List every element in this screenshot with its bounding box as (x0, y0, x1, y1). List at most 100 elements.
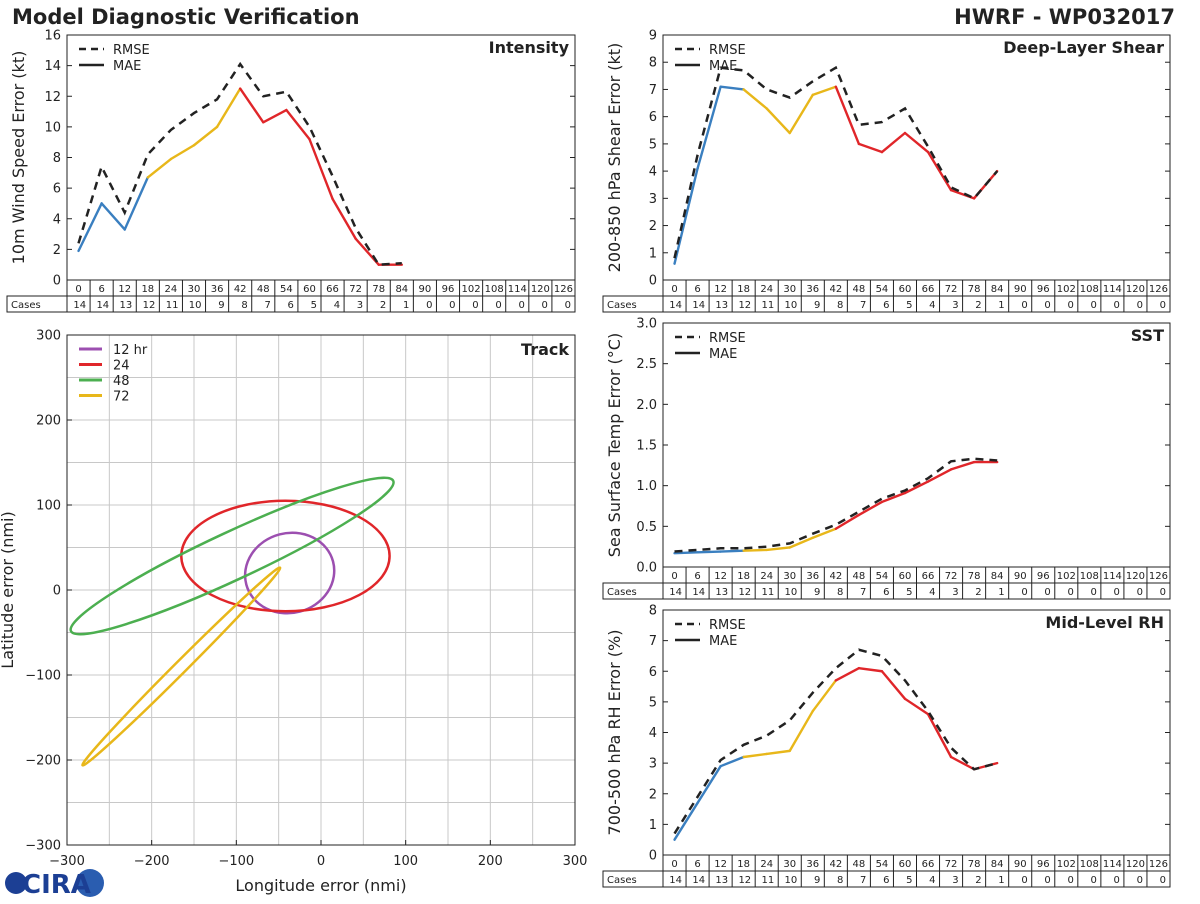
case-cell: 13 (715, 300, 728, 311)
mae-segment (788, 709, 814, 753)
mae-segment (926, 712, 953, 759)
case-cell: 0 (1160, 587, 1166, 598)
mae-segment (308, 137, 334, 201)
hour-cell: 90 (1014, 284, 1027, 295)
y-tick-label: 2 (649, 787, 657, 802)
hour-cell: 78 (968, 571, 981, 582)
case-cell: 0 (1021, 300, 1027, 311)
hour-cell: 12 (714, 284, 727, 295)
hour-cell: 6 (694, 571, 700, 582)
hour-cell: 96 (1037, 571, 1050, 582)
y-axis-label: 200-850 hPa Shear Error (kt) (605, 43, 624, 273)
y-tick-label: 1 (649, 818, 657, 833)
hour-cell: 120 (1126, 284, 1145, 295)
hour-cell: 66 (922, 284, 935, 295)
legend-label: 24 (113, 359, 130, 374)
mae-segment (788, 93, 814, 135)
case-cell: 0 (1137, 300, 1143, 311)
case-cell: 4 (334, 300, 340, 311)
hour-cell: 84 (991, 571, 1004, 582)
hour-cell: 120 (1126, 859, 1145, 870)
mae-segment (788, 536, 814, 549)
hour-cell: 18 (737, 571, 750, 582)
case-cell: 8 (837, 875, 843, 886)
mae-segment (742, 548, 768, 552)
mae-segment (949, 755, 976, 771)
legend-mae-label: MAE (709, 59, 737, 74)
hour-cell: 48 (853, 859, 866, 870)
case-cell: 5 (906, 587, 912, 598)
case-cell: 13 (715, 587, 728, 598)
hour-cell: 12 (714, 859, 727, 870)
sst-chart: 0.0 0.5 1.0 1.5 2.0 2.5 3.0 Sea Surface Temp Er… (602, 317, 1171, 600)
hour-cell: 126 (554, 284, 573, 295)
y-tick-label: 0.5 (636, 520, 657, 535)
case-cell: 0 (1044, 587, 1050, 598)
mae-segment (880, 670, 907, 701)
cases-row-label: Cases (607, 875, 637, 886)
mae-segment (100, 202, 126, 231)
mae-segment (834, 666, 861, 682)
case-cell: 12 (143, 300, 156, 311)
case-cell: 14 (669, 587, 682, 598)
case-cell: 14 (73, 300, 86, 311)
case-cell: 0 (1067, 300, 1073, 311)
mae-segment (146, 157, 173, 179)
case-cell: 9 (814, 300, 820, 311)
mae-segment (192, 125, 219, 147)
hour-cell: 78 (968, 284, 981, 295)
hour-cell: 84 (991, 859, 1004, 870)
hour-cell: 0 (75, 284, 81, 295)
mae-segment (765, 546, 791, 552)
legend-mae-label: MAE (709, 347, 737, 362)
y-tick-label: 4 (649, 726, 657, 741)
case-cell: 5 (311, 300, 317, 311)
y-tick-label: 0.0 (636, 561, 657, 576)
case-cell: 5 (906, 875, 912, 886)
mae-segment (77, 202, 103, 253)
case-cell: 0 (1090, 587, 1096, 598)
mae-segment (857, 500, 884, 517)
plot-frame (662, 322, 1171, 568)
hour-cell: 60 (303, 284, 316, 295)
hour-cell: 108 (1080, 859, 1099, 870)
case-cell: 0 (1067, 587, 1073, 598)
mae-segment (857, 142, 884, 154)
case-cell: 0 (1021, 587, 1027, 598)
hour-cell: 66 (922, 571, 935, 582)
hour-cell: 30 (783, 859, 796, 870)
mae-segment (331, 197, 357, 240)
case-cell: 8 (837, 300, 843, 311)
mae-segment (123, 176, 150, 231)
case-cell: 3 (952, 875, 958, 886)
chart-title: Intensity (489, 38, 570, 57)
case-cell: 6 (288, 300, 294, 311)
case-cell: 0 (518, 300, 524, 311)
y-tick-label: 1.5 (636, 439, 657, 454)
x-tick-label: 300 (563, 854, 588, 869)
case-cell: 7 (860, 587, 866, 598)
hour-cell: 120 (1126, 571, 1145, 582)
legend-rmse-label: RMSE (113, 43, 150, 58)
hour-cell: 126 (1149, 859, 1168, 870)
case-cell: 0 (1114, 587, 1120, 598)
case-cell: 14 (692, 875, 705, 886)
case-cell: 9 (814, 587, 820, 598)
hour-cell: 102 (1057, 859, 1076, 870)
chart-title: Track (521, 340, 569, 359)
hour-cell: 84 (395, 284, 408, 295)
legend-label: 72 (113, 390, 130, 405)
hour-cell: 60 (899, 284, 912, 295)
y-tick-label: 300 (36, 329, 61, 344)
chart-title: Mid-Level RH (1045, 613, 1164, 632)
plot-frame (662, 34, 1171, 281)
hour-cell: 30 (188, 284, 201, 295)
y-tick-label: 0 (649, 274, 657, 289)
case-cell: 14 (96, 300, 109, 311)
hour-cell: 90 (1014, 571, 1027, 582)
hour-cell: 42 (829, 859, 842, 870)
mae-segment (926, 468, 953, 483)
legend-label: 48 (113, 374, 130, 389)
y-axis-label: 10m Wind Speed Error (kt) (9, 51, 28, 265)
